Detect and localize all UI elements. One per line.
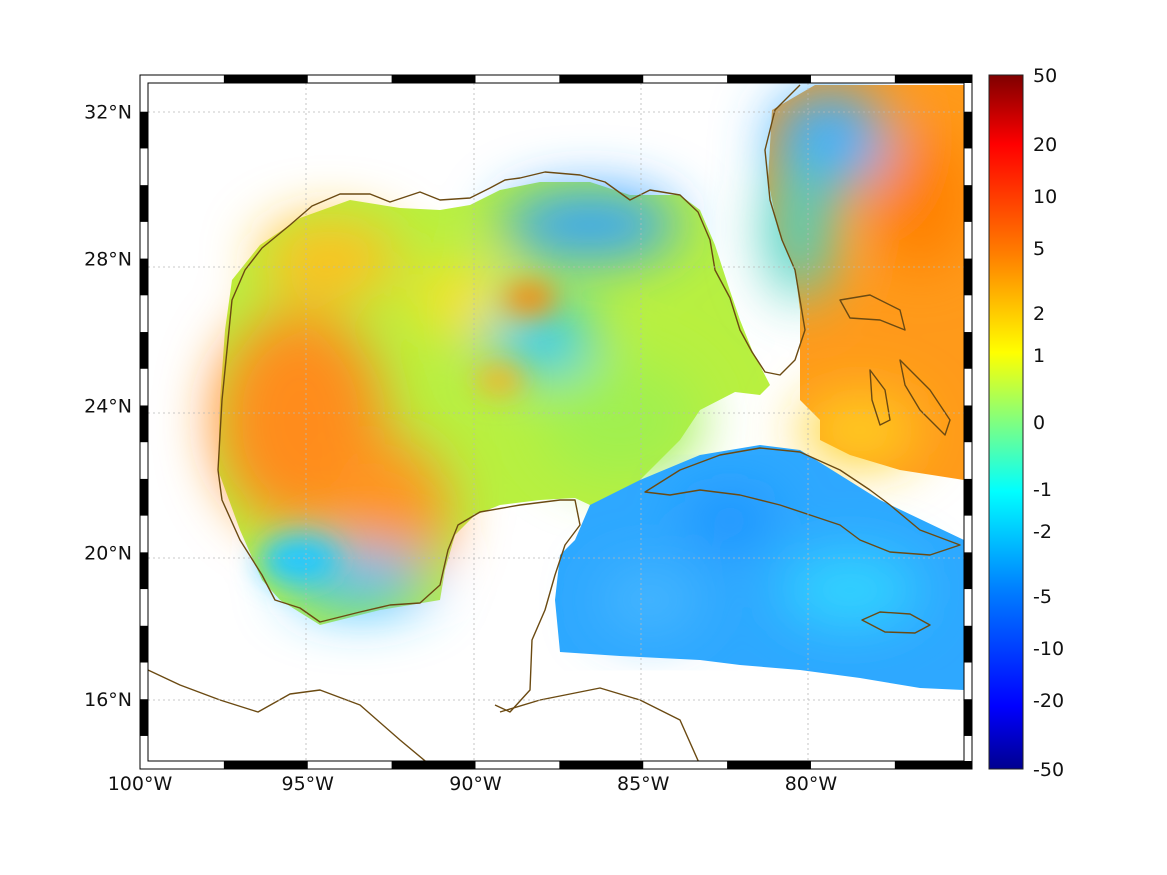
y-tick-label: 20°N <box>84 542 132 564</box>
frame-segment-right <box>964 111 972 149</box>
gulf-field <box>215 182 770 625</box>
frame-segment-right <box>964 625 972 663</box>
colorbar-tick-label: -20 <box>1033 690 1064 712</box>
atlantic-field <box>765 85 964 480</box>
colorbar-tick-label: -5 <box>1033 586 1052 608</box>
x-tick-label: 100°W <box>108 773 173 795</box>
x-tick-label: 85°W <box>617 773 670 795</box>
caribbean-field <box>555 445 964 690</box>
frame-segment-left <box>140 111 148 149</box>
colorbar-tick-label: -10 <box>1033 638 1064 660</box>
x-axis-ticks: 100°W 95°W 90°W 85°W 80°W <box>108 773 838 795</box>
colorbar-tick-label: 10 <box>1033 186 1057 208</box>
x-tick-label: 95°W <box>282 773 335 795</box>
frame-segment-left <box>140 258 148 296</box>
y-tick-label: 24°N <box>84 395 132 417</box>
frame-segment-left <box>140 332 148 369</box>
frame-segment-top <box>727 75 811 83</box>
colorbar-tick-label: -1 <box>1033 479 1052 501</box>
graticule <box>148 83 964 761</box>
frame-segment-right <box>964 552 972 590</box>
frame-segment-bottom <box>727 761 811 769</box>
colorbar-tick-label: 50 <box>1033 65 1057 87</box>
frame-segment-bottom <box>894 761 972 769</box>
coastlines <box>148 84 961 761</box>
colorbar-tick-label: 5 <box>1033 238 1045 260</box>
frame-segment-top <box>391 75 476 83</box>
frame-segment-right <box>964 405 972 443</box>
colorbar-ramp <box>988 74 1024 770</box>
frame-segment-right <box>964 258 972 296</box>
colorbar-tick-label: 0 <box>1033 412 1045 434</box>
frame-segment-left <box>140 478 148 516</box>
map-frame <box>139 74 973 770</box>
frame-segment-right <box>964 478 972 516</box>
frame-segment-bottom <box>223 761 308 769</box>
y-tick-label: 16°N <box>84 689 132 711</box>
frame-segment-left <box>140 405 148 443</box>
y-tick-label: 32°N <box>84 102 132 124</box>
x-tick-label: 90°W <box>449 773 502 795</box>
frame-segment-left <box>140 625 148 663</box>
frame-segment-right <box>964 699 972 736</box>
frame-segment-top <box>559 75 644 83</box>
x-tick-label: 80°W <box>785 773 838 795</box>
y-tick-label: 28°N <box>84 249 132 271</box>
frame-segment-top <box>894 75 972 83</box>
frame-segment-top <box>223 75 308 83</box>
colorbar-tick-label: 20 <box>1033 134 1057 156</box>
map-area <box>148 83 964 761</box>
frame-segment-left <box>140 185 148 222</box>
colorbar-tick-label: 2 <box>1033 303 1045 325</box>
frame-segment-right <box>964 332 972 369</box>
colorbar-tick-label: -50 <box>1033 759 1064 781</box>
frame-segment-left <box>140 552 148 590</box>
colorbar-tick-label: 1 <box>1033 345 1045 367</box>
frame-segment-bottom <box>391 761 476 769</box>
frame-segment-left <box>140 699 148 736</box>
y-axis-ticks: 32°N 28°N 24°N 20°N 16°N <box>84 102 132 712</box>
frame-segment-right <box>964 185 972 222</box>
colorbar-tick-label: -2 <box>1033 521 1052 543</box>
frame-segment-bottom <box>559 761 644 769</box>
